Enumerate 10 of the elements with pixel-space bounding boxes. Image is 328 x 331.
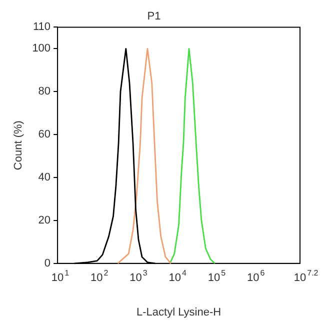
- y-tick-label: 60: [38, 128, 51, 141]
- y-tick-label: 40: [38, 172, 51, 184]
- y-axis-title: Count (%): [12, 120, 25, 170]
- y-tick-label: 20: [38, 214, 51, 226]
- chart-title: P1: [147, 10, 161, 23]
- y-tick-label: 110: [33, 21, 51, 34]
- x-axis-title: L-Lactyl Lysine-H: [136, 306, 222, 318]
- y-tick-label: 0: [44, 257, 51, 270]
- y-tick-label: 100: [32, 42, 51, 55]
- y-tick-label: 80: [38, 86, 51, 98]
